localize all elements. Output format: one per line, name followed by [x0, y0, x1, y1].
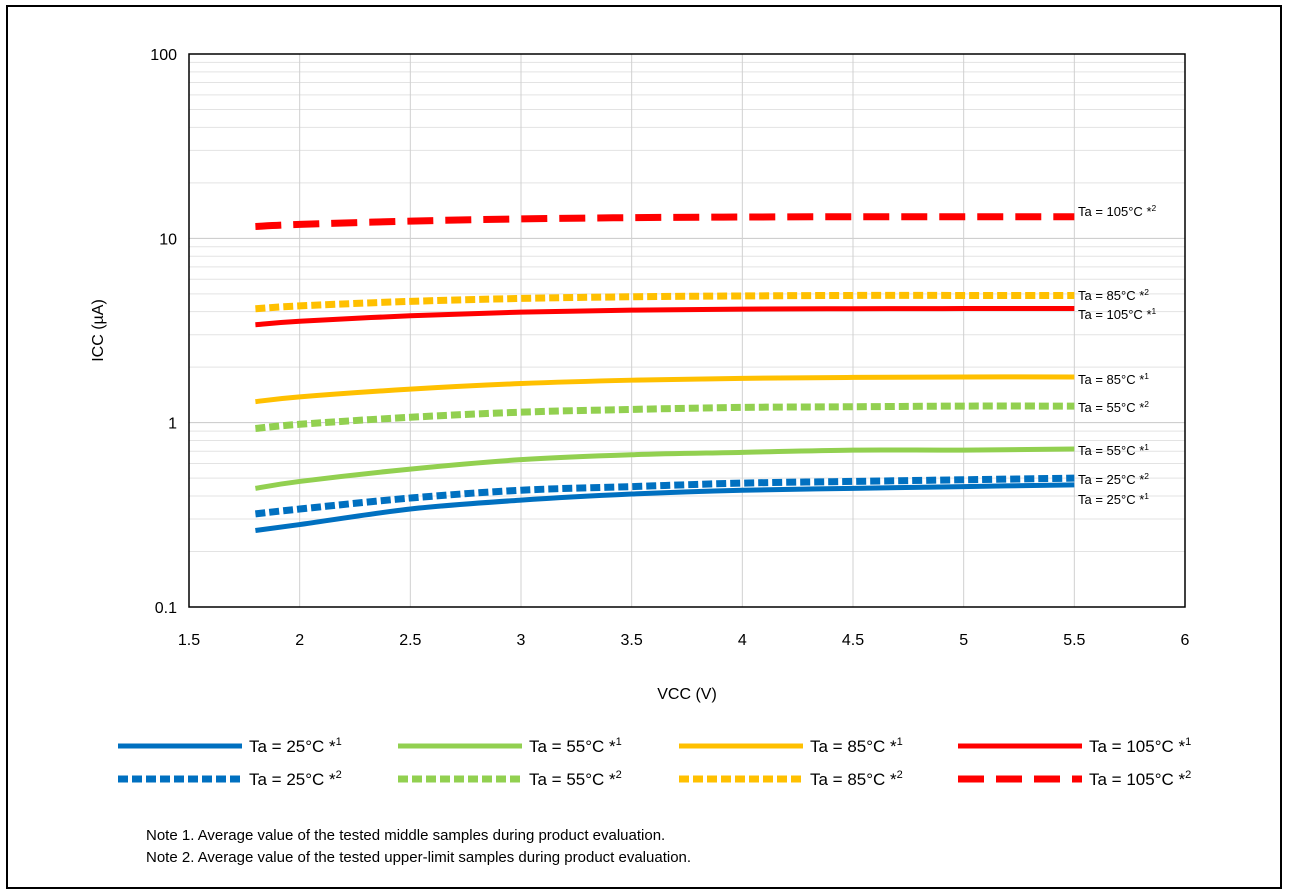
y-tick-label: 0.1 [155, 600, 177, 617]
x-axis-title: VCC (V) [657, 686, 717, 703]
x-tick-label: 3 [517, 632, 526, 649]
series-end-label-105c-note2: Ta = 105°C *2 [1078, 203, 1157, 219]
chart-notes: Note 1. Average value of the tested midd… [146, 825, 691, 869]
series-line-25c-note2 [255, 474, 1075, 518]
series-line-105c-note1 [255, 306, 1075, 328]
x-tick-label: 2 [295, 632, 304, 649]
series-end-label-55c-note1: Ta = 55°C *1 [1078, 442, 1149, 458]
note-1: Note 1. Average value of the tested midd… [146, 827, 666, 844]
series-line-55c-note2 [255, 402, 1075, 432]
x-tick-label: 5.5 [1063, 632, 1085, 649]
legend-label-85c-note1: Ta = 85°C *1 [810, 736, 903, 756]
series-end-label-85c-note1: Ta = 85°C *1 [1078, 371, 1149, 387]
legend-label-25c-note1: Ta = 25°C *1 [249, 736, 342, 756]
series-end-label-25c-note2: Ta = 25°C *2 [1078, 471, 1149, 487]
y-tick-label: 1 [168, 416, 177, 433]
series-end-label-25c-note1: Ta = 25°C *1 [1078, 491, 1149, 507]
note-2: Note 2. Average value of the tested uppe… [146, 849, 692, 866]
legend-label-105c-note2: Ta = 105°C *2 [1089, 769, 1191, 789]
series-line-105c-note2 [255, 213, 1075, 230]
x-tick-label: 5 [959, 632, 968, 649]
x-tick-label: 4 [738, 632, 747, 649]
series-end-label-85c-note2: Ta = 85°C *2 [1078, 287, 1149, 303]
x-tick-label: 1.5 [178, 632, 200, 649]
x-tick-label: 4.5 [842, 632, 864, 649]
series-end-label-55c-note2: Ta = 55°C *2 [1078, 399, 1149, 415]
legend-label-25c-note2: Ta = 25°C *2 [249, 769, 342, 789]
series-line-85c-note2 [255, 291, 1075, 313]
y-axis-title: ICC (µA) [90, 299, 107, 362]
series-end-label-105c-note1: Ta = 105°C *1 [1078, 306, 1157, 322]
series-line-25c-note1 [255, 482, 1075, 533]
series-line-55c-note1 [255, 446, 1075, 491]
legend-label-85c-note2: Ta = 85°C *2 [810, 769, 903, 789]
legend-label-55c-note2: Ta = 55°C *2 [529, 769, 622, 789]
legend-label-105c-note1: Ta = 105°C *1 [1089, 736, 1191, 756]
y-tick-label: 10 [159, 231, 177, 248]
x-tick-label: 3.5 [621, 632, 643, 649]
y-tick-label: 100 [150, 47, 177, 64]
x-tick-label: 6 [1181, 632, 1190, 649]
x-tick-label: 2.5 [399, 632, 421, 649]
legend-label-55c-note1: Ta = 55°C *1 [529, 736, 622, 756]
series-line-85c-note1 [255, 374, 1075, 405]
plot-area [188, 53, 1186, 608]
